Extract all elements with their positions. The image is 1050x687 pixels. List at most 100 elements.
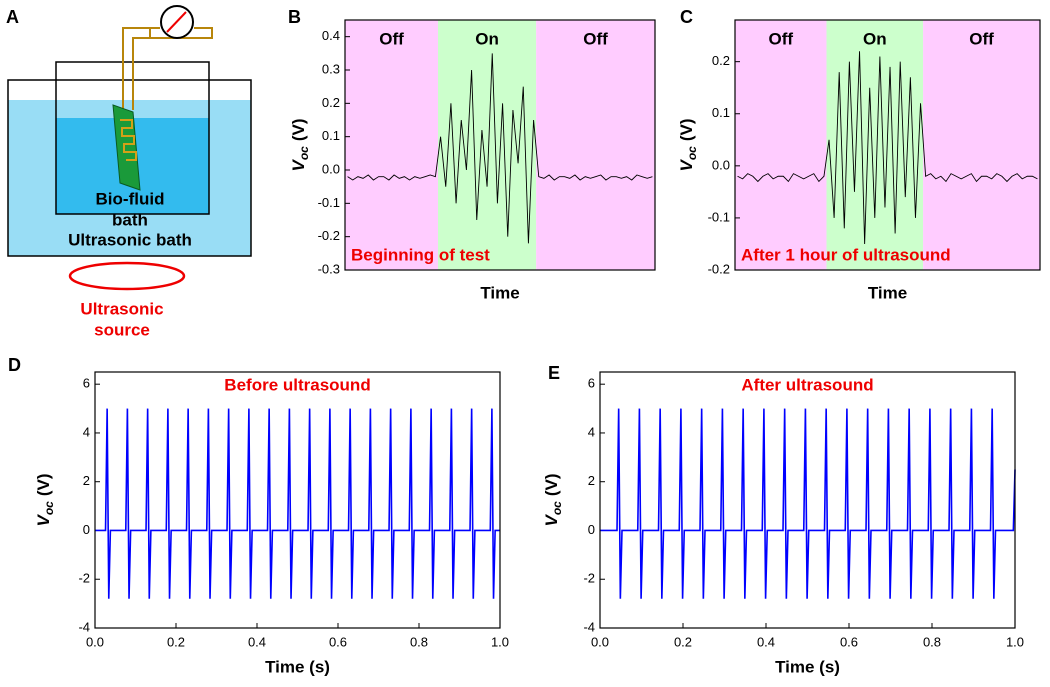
y-tick-label: -0.3 <box>318 261 340 276</box>
y-tick-label: 0.2 <box>712 53 730 68</box>
plot-frame <box>344 19 656 271</box>
y-tick-label: -0.1 <box>708 209 730 224</box>
y-tick-label: 2 <box>588 473 595 488</box>
region <box>438 20 537 270</box>
x-axis-label: Time (s) <box>775 657 840 676</box>
region-label: Off <box>768 29 793 48</box>
label: bath <box>112 210 148 229</box>
y-tick-label: -2 <box>78 571 90 586</box>
annotation: After ultrasound <box>741 375 873 394</box>
region <box>536 20 655 270</box>
x-tick-label: 0.4 <box>757 634 775 649</box>
region-label: Off <box>379 29 404 48</box>
y-tick-label: 0.1 <box>712 105 730 120</box>
panel-letter: A <box>6 7 19 27</box>
y-tick-label: 0 <box>83 522 90 537</box>
y-axis-label: Voc (V) <box>34 473 56 526</box>
y-tick-label: -0.2 <box>318 228 340 243</box>
data-line <box>95 408 500 599</box>
data-line <box>737 51 1038 244</box>
x-tick-label: 0.8 <box>410 634 428 649</box>
x-tick-label: 1.0 <box>1006 634 1024 649</box>
y-tick-label: 4 <box>588 424 595 439</box>
region <box>735 20 827 270</box>
region-label: On <box>863 29 887 48</box>
y-tick-label: 6 <box>588 376 595 391</box>
region <box>345 20 438 270</box>
x-axis-label: Time <box>868 283 907 302</box>
y-label-symbol: V <box>677 159 696 172</box>
y-label-subscript: oc <box>685 146 699 160</box>
chart: E -4 -2 0 2 4 6 0.0 0.2 0.4 0.6 0.8 1.0 Time (s) Voc (V… <box>542 363 1024 677</box>
chart: D -4 -2 0 2 4 6 0.0 0.2 0.4 0.6 0.8 1.0 Time (s) Voc (V… <box>8 355 509 677</box>
x-tick-label: 0.0 <box>86 634 104 649</box>
ultrasonic-bath <box>7 79 252 257</box>
y-label-subscript: oc <box>42 501 56 515</box>
label: source <box>94 320 150 339</box>
plot-frame <box>734 19 1041 271</box>
panel-letter: E <box>548 363 560 383</box>
y-tick-label: 6 <box>83 376 90 391</box>
y-tick-label: 0.1 <box>322 128 340 143</box>
annotation: Before ultrasound <box>224 375 370 394</box>
region <box>923 20 1040 270</box>
region-label: Off <box>969 29 994 48</box>
y-tick-label: -4 <box>583 619 595 634</box>
electrode <box>120 119 137 161</box>
x-tick-label: 0.8 <box>923 634 941 649</box>
diagram: A Bio-fluid bath Ultrasonic bath Ultraso… <box>6 5 252 339</box>
y-label-symbol: V <box>289 159 308 172</box>
y-label-unit: (V) <box>289 118 308 141</box>
x-axis-label: Time (s) <box>265 657 330 676</box>
region-label: Off <box>583 29 608 48</box>
chart: Off On Off C -0.2 -0.1 0.0 0.1 0.2 Time Voc (V) Afte… <box>677 7 1041 302</box>
x-tick-label: 0.6 <box>840 634 858 649</box>
label: Bio-fluid <box>96 189 165 208</box>
x-tick-label: 0.4 <box>248 634 266 649</box>
y-label-symbol: V <box>542 514 561 527</box>
y-tick-label: 0 <box>588 522 595 537</box>
x-tick-label: 0.2 <box>674 634 692 649</box>
y-axis-label: Voc (V) <box>542 473 564 526</box>
x-tick-label: 0.0 <box>591 634 609 649</box>
y-label-unit: (V) <box>34 473 53 496</box>
y-tick-label: -0.1 <box>318 195 340 210</box>
chart: Off On Off B -0.3 -0.2 -0.1 0.0 0.1 0.2 0.3 0.4 Time… <box>288 7 656 302</box>
y-tick-label: 4 <box>83 424 90 439</box>
y-tick-label: -4 <box>78 619 90 634</box>
annotation: Beginning of test <box>351 245 490 264</box>
data-line <box>600 408 1016 599</box>
meter-needle <box>166 11 187 33</box>
plot-frame <box>599 371 1016 629</box>
y-tick-label: 0.0 <box>322 161 340 176</box>
annotation: After 1 hour of ultrasound <box>741 245 951 264</box>
y-tick-label: -0.2 <box>708 261 730 276</box>
y-label-unit: (V) <box>542 473 561 496</box>
panel-letter: C <box>680 7 693 27</box>
x-tick-label: 1.0 <box>491 634 509 649</box>
y-tick-label: 0.0 <box>712 157 730 172</box>
y-label-subscript: oc <box>550 501 564 515</box>
y-label-unit: (V) <box>677 118 696 141</box>
y-tick-label: 0.4 <box>322 28 340 43</box>
source-ring <box>68 261 186 291</box>
plot-frame <box>94 371 501 629</box>
y-tick-label: 2 <box>83 473 90 488</box>
y-tick-label: -2 <box>583 571 595 586</box>
panel-letter: B <box>288 7 301 27</box>
label: Ultrasonic bath <box>68 230 192 249</box>
panel-letter: D <box>8 355 21 375</box>
y-axis-label: Voc (V) <box>677 118 699 171</box>
x-axis-label: Time <box>480 283 519 302</box>
x-tick-label: 0.6 <box>329 634 347 649</box>
y-tick-label: 0.2 <box>322 95 340 110</box>
wires <box>122 27 213 110</box>
y-label-subscript: oc <box>297 146 311 160</box>
region <box>826 20 924 270</box>
device <box>112 104 141 191</box>
x-tick-label: 0.2 <box>167 634 185 649</box>
y-axis-label: Voc (V) <box>289 118 311 171</box>
region-label: On <box>475 29 499 48</box>
